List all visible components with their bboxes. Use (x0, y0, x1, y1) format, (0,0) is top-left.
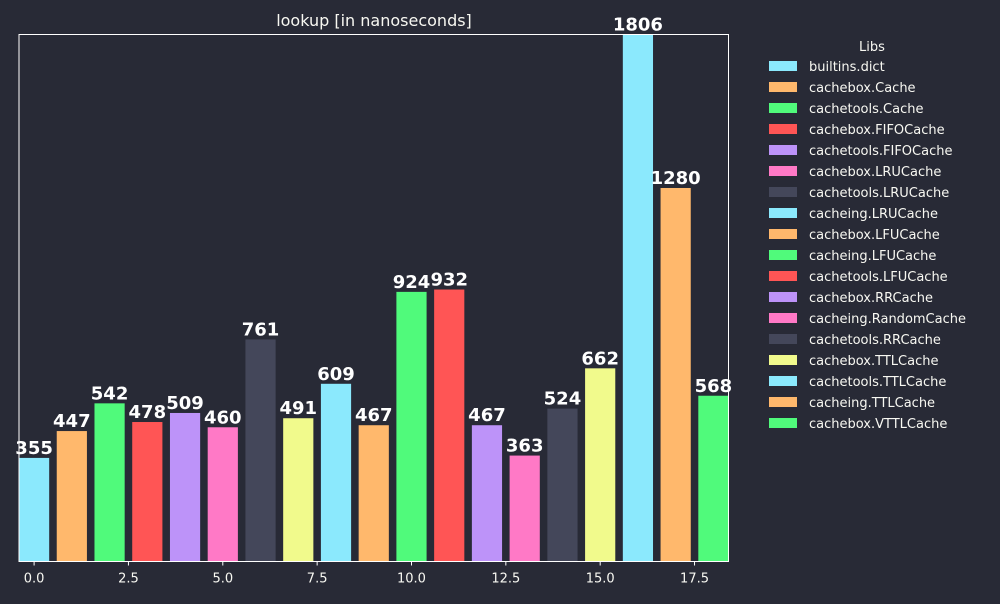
x-tick-label: 10.0 (397, 572, 426, 587)
bar-value-label: 467 (355, 405, 393, 426)
legend-label: cachetools.Cache (809, 102, 923, 117)
legend-swatch (769, 250, 797, 260)
legend: Libs builtins.dict cachebox.Cache cachetoo… (769, 40, 966, 432)
legend-label: cachebox.LFUCache (809, 228, 940, 243)
bar-cachetools-fifocache (169, 412, 201, 562)
bar-value-label: 491 (279, 398, 317, 419)
bar-cachebox-lrucache (207, 427, 238, 562)
legend-label: builtins.dict (809, 60, 885, 75)
legend-label: cacheing.RandomCache (809, 312, 966, 327)
bar-cachebox-cache (56, 431, 87, 562)
bar-cacheing-ttlcache (622, 34, 654, 562)
bar-value-label: 761 (242, 319, 280, 340)
legend-swatch (769, 229, 797, 239)
x-tick-label: 0.0 (24, 572, 45, 587)
legend-label: cacheing.TTLCache (809, 396, 935, 411)
legend-swatch (769, 376, 797, 386)
x-tick-label: 7.5 (307, 572, 328, 587)
x-tick-label: 15.0 (586, 572, 615, 587)
x-axis: 0.0 2.5 5.0 7.5 10.0 12.5 15.0 17.5 (24, 561, 709, 587)
bar-cachebox-vttlcache (660, 187, 691, 562)
bars-layer (19, 34, 729, 562)
bar-value-label: 932 (430, 270, 468, 291)
bar-value-label: 355 (15, 438, 53, 459)
plot-frame (18, 34, 729, 562)
legend-swatch (769, 271, 797, 281)
bar-value-label: 609 (317, 364, 355, 385)
x-tick-label: 12.5 (491, 572, 520, 587)
legend-label: cachebox.RRCache (809, 291, 933, 306)
legend-swatch (769, 334, 797, 344)
bar-cacheing-lrucache (283, 418, 314, 562)
bar-value-label: 924 (393, 272, 431, 293)
legend-swatch (769, 418, 797, 428)
bar-cachebox-ttlcache (547, 408, 578, 562)
legend-swatch (769, 82, 797, 92)
legend-label: cachetools.RRCache (809, 333, 941, 348)
bar-cachetools-ttlcache (585, 368, 616, 562)
legend-swatch (769, 355, 797, 365)
bar-value-label: 447 (53, 411, 91, 432)
legend-title: Libs (859, 40, 885, 55)
legend-label: cachebox.LRUCache (809, 165, 941, 180)
bar-value-label: 467 (468, 405, 506, 426)
bar-cachetools-lrucache (245, 339, 276, 562)
legend-label: cachebox.FIFOCache (809, 123, 945, 138)
legend-swatch (769, 397, 797, 407)
legend-swatch (769, 61, 797, 71)
legend-label: cacheing.LRUCache (809, 207, 938, 222)
bar-value-label: 568 (695, 376, 733, 397)
legend-swatch (769, 208, 797, 218)
bar-value-label: 460 (204, 407, 242, 428)
legend-swatch (769, 103, 797, 113)
legend-label: cachetools.LRUCache (809, 186, 949, 201)
legend-label: cachebox.Cache (809, 81, 916, 96)
x-tick-label: 5.0 (212, 572, 233, 587)
bar-value-label: 1280 (651, 168, 701, 189)
bar-value-label: 1806 (613, 15, 663, 36)
legend-label: cachebox.TTLCache (809, 354, 938, 369)
legend-label: cachebox.VTTLCache (809, 417, 947, 432)
bar-value-label: 524 (544, 389, 582, 410)
legend-swatch (769, 145, 797, 155)
chart-title: lookup [in nanoseconds] (276, 11, 472, 30)
legend-label: cachetools.TTLCache (809, 375, 946, 390)
bar-value-label: 363 (506, 436, 544, 457)
bar-cachebox-fifocache (132, 422, 163, 562)
legend-swatch (769, 292, 797, 302)
bar-value-label: 542 (91, 383, 129, 404)
x-tick-label: 17.5 (680, 572, 709, 587)
x-tick-label: 2.5 (118, 572, 139, 587)
legend-swatch (769, 313, 797, 323)
bar-value-label: 662 (581, 348, 619, 369)
bar-value-label: 478 (129, 402, 167, 423)
bar-index-18 (698, 395, 729, 562)
bar-builtins-dict (19, 457, 50, 562)
bar-cachebox-lfucache (320, 383, 352, 562)
bar-cacheing-lfucache (358, 425, 389, 562)
legend-swatch (769, 124, 797, 134)
legend-swatch (769, 187, 797, 197)
legend-label: cachetools.FIFOCache (809, 144, 952, 159)
bar-cachetools-lfucache (396, 291, 427, 562)
bar-value-label: 509 (166, 393, 204, 414)
legend-label: cacheing.LFUCache (809, 249, 936, 264)
bar-cachebox-rrcache (434, 289, 465, 562)
bar-cacheing-randomcache (471, 425, 503, 562)
legend-label: cachetools.LFUCache (809, 270, 948, 285)
bar-cachetools-rrcache (509, 455, 540, 562)
bar-cachetools-cache (94, 403, 125, 562)
legend-swatch (769, 166, 797, 176)
